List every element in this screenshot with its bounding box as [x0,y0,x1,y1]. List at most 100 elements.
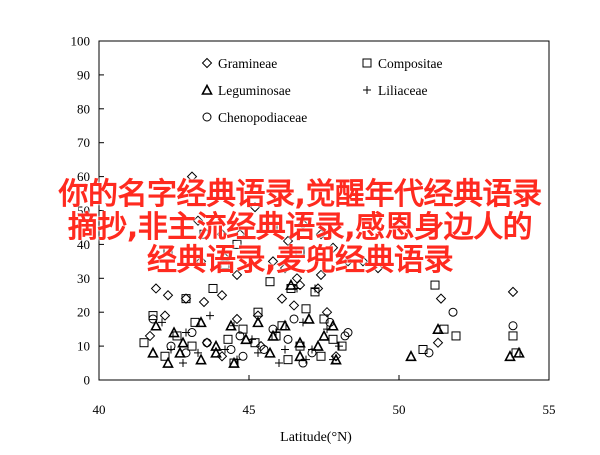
data-point-square [181,294,191,304]
overlay-line-1: 你的名字经典语录,觉醒年代经典语录 [58,177,542,212]
data-point-triangle [210,339,222,351]
data-point-circle [283,334,293,344]
data-point-circle [238,351,248,361]
series-liliaceae [158,284,343,368]
data-point-square [295,246,305,256]
data-point-circle [325,317,335,327]
data-point-square [208,283,218,293]
data-point-triangle [279,319,291,331]
data-point-square [328,334,338,344]
data-point-triangle [168,326,180,338]
data-point-square [430,280,440,290]
data-point-diamond [321,306,333,318]
data-point-diamond [198,296,210,308]
y-tick-label: 10 [77,339,90,354]
data-point-plus [299,318,307,327]
data-points [139,171,525,368]
data-point-square [316,351,326,361]
data-point-triangle [294,336,306,348]
legend-marker-diamond [201,57,213,69]
data-point-square [199,229,209,239]
data-point-diamond [234,229,246,240]
data-point-diamond [330,351,342,362]
data-point-plus [194,348,202,357]
data-point-square [160,351,170,361]
data-point-triangle [504,350,516,362]
data-point-circle [343,328,353,338]
data-point-circle [259,344,269,354]
data-point-diamond [192,215,204,226]
legend-marker-plus [363,86,371,94]
data-point-triangle [264,346,276,358]
data-point-square [232,239,242,249]
y-tick-label: 30 [77,271,90,286]
data-point-diamond [315,269,327,281]
data-point-triangle [195,316,207,328]
legend-label: Compositae [378,56,443,71]
data-point-circle [187,328,197,338]
legend-marker-square [362,58,372,68]
x-tick-label: 55 [543,402,556,417]
data-point-square [139,338,149,348]
data-point-plus [329,355,337,364]
data-point-plus [275,359,283,368]
legend-label: Chenopodiaceae [218,110,307,125]
y-axis: 0 10 20 30 40 50 60 70 80 90 100 [71,34,104,388]
data-point-diamond [252,310,264,321]
data-point-diamond [231,313,243,325]
data-point-diamond [255,340,267,352]
data-point-plus [179,359,187,368]
data-point-triangle [312,339,324,351]
data-point-diamond [327,242,339,253]
data-point-diamond [150,283,162,294]
data-point-plus [233,355,241,364]
y-tick-label: 60 [77,169,90,184]
data-point-diamond [315,229,327,240]
data-point-triangle [150,319,162,331]
data-point-triangle [285,278,297,290]
data-point-square [223,334,233,344]
legend-label: Gramineae [218,56,277,71]
y-tick-label: 50 [77,203,90,218]
data-point-circle [508,321,518,331]
data-point-diamond [186,171,198,182]
x-tick-label: 40 [93,402,106,417]
data-point-circle [202,338,212,348]
data-point-circle [298,358,308,368]
data-point-circle [307,348,317,358]
data-point-circle [448,307,458,317]
data-point-triangle [162,356,174,368]
x-tick-label: 50 [393,402,406,417]
data-point-plus [293,284,301,293]
data-point-square [253,307,263,317]
y-tick-label: 70 [77,135,90,150]
y-tick-label: 20 [77,305,90,320]
data-point-triangle [303,312,315,324]
data-point-triangle [252,316,264,328]
overlay-line-2: 摘抄,非主流经典语录,感恩身边人的 [67,210,533,245]
legend-label: Liliaceae [378,83,427,98]
data-point-triangle [432,322,444,334]
data-point-circle [424,348,434,358]
data-point-square [163,246,173,256]
data-point-circle [268,324,278,334]
data-point-square [301,304,311,314]
y-tick-label: 100 [71,34,91,49]
data-point-diamond [435,293,447,304]
data-point-triangle [267,329,279,341]
series-leguminosae [147,278,525,368]
data-point-diamond [276,293,288,304]
data-point-circle [340,331,350,341]
data-point-plus [254,348,262,357]
data-point-diamond [180,293,192,304]
legend-marker-triangle [201,83,213,95]
data-point-diamond [144,330,156,342]
data-point-triangle [228,356,240,368]
data-point-triangle [327,319,339,331]
legend-marker-circle [202,112,212,122]
data-point-diamond [267,256,279,267]
data-point-circle [148,314,158,324]
x-tick-label: 45 [243,402,256,417]
data-point-diamond [357,256,369,267]
